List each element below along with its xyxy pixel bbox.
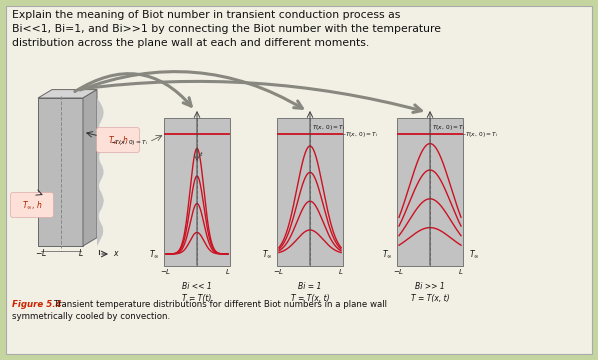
Text: $x$: $x$ — [113, 249, 120, 258]
Text: $T_{\infty}$: $T_{\infty}$ — [150, 248, 160, 260]
Polygon shape — [97, 98, 103, 246]
Text: $T(x,\,0)=T_i$: $T(x,\,0)=T_i$ — [432, 123, 465, 132]
Text: $T(x,\,0)=T_i$: $T(x,\,0)=T_i$ — [465, 130, 498, 139]
FancyBboxPatch shape — [6, 6, 592, 354]
Text: $-T(x,\,0)=T_i$: $-T(x,\,0)=T_i$ — [110, 138, 148, 147]
Polygon shape — [277, 118, 343, 266]
Text: $T_{\infty}$: $T_{\infty}$ — [263, 248, 273, 260]
Text: $-L$: $-L$ — [160, 267, 172, 276]
Text: Figure 5.4: Figure 5.4 — [12, 300, 62, 309]
Text: Explain the meaning of Biot number in transient conduction process as
Bi<<1, Bi=: Explain the meaning of Biot number in tr… — [12, 10, 441, 48]
Text: $-L$: $-L$ — [393, 267, 405, 276]
FancyBboxPatch shape — [11, 193, 53, 217]
Polygon shape — [397, 118, 463, 266]
Text: Bi >> 1
T = T(x, t): Bi >> 1 T = T(x, t) — [411, 282, 449, 303]
Text: Transient temperature distributions for different Biot numbers in a plane wall: Transient temperature distributions for … — [54, 300, 387, 309]
Text: $T_{\infty}$, $h$: $T_{\infty}$, $h$ — [22, 199, 42, 211]
Text: Bi = 1
T = T(x, t): Bi = 1 T = T(x, t) — [291, 282, 329, 303]
Text: $L$: $L$ — [78, 247, 84, 258]
Text: $-L$: $-L$ — [273, 267, 285, 276]
Text: $-L$: $-L$ — [35, 247, 47, 258]
FancyBboxPatch shape — [96, 127, 139, 153]
Polygon shape — [38, 98, 83, 246]
Text: Bi << 1
T = T(t): Bi << 1 T = T(t) — [182, 282, 212, 303]
Text: $T(x,\,0)=T_i$: $T(x,\,0)=T_i$ — [312, 123, 345, 132]
Text: $T(x,\,0)=T_i$: $T(x,\,0)=T_i$ — [345, 130, 379, 139]
Text: $T_{\infty}$: $T_{\infty}$ — [383, 248, 393, 260]
Text: $T_{\infty}$, $h$: $T_{\infty}$, $h$ — [108, 134, 128, 146]
Polygon shape — [164, 118, 230, 266]
Text: symmetrically cooled by convection.: symmetrically cooled by convection. — [12, 312, 170, 321]
Text: $T_{\infty}$: $T_{\infty}$ — [469, 248, 480, 260]
Text: $t$: $t$ — [199, 150, 204, 158]
Text: $L$: $L$ — [458, 267, 463, 276]
Text: $L$: $L$ — [338, 267, 344, 276]
Polygon shape — [83, 90, 97, 246]
Text: $L$: $L$ — [225, 267, 231, 276]
Polygon shape — [38, 90, 97, 98]
